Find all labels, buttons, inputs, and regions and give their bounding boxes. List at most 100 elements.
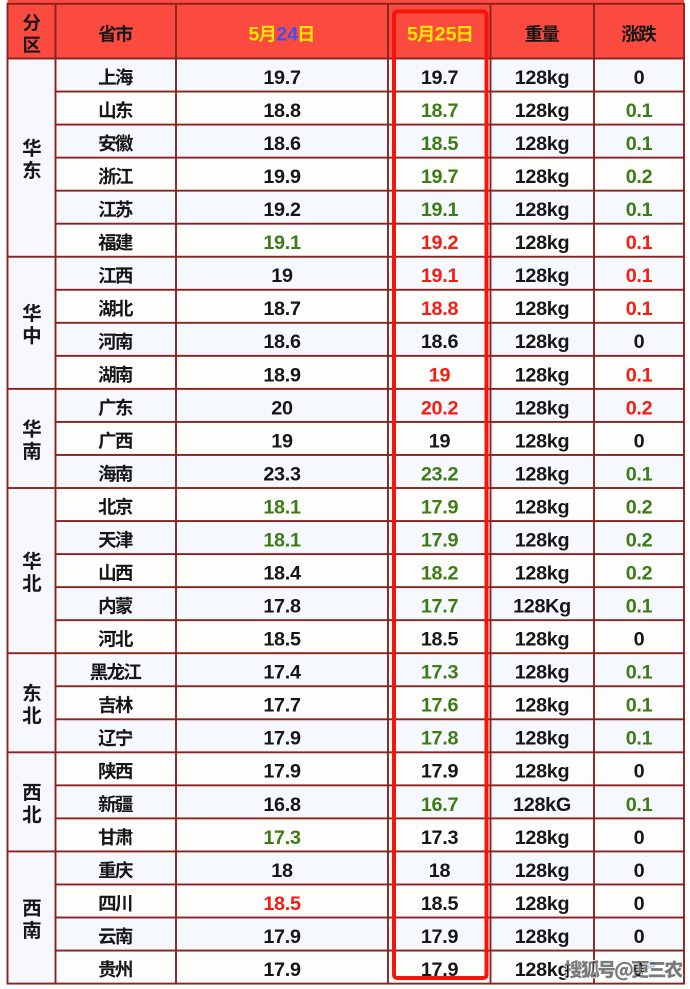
- svg-text:5: 5: [407, 24, 418, 46]
- svg-text:128kg: 128kg: [515, 562, 570, 584]
- svg-text:128kg: 128kg: [515, 199, 570, 221]
- svg-text:18.2: 18.2: [421, 562, 459, 584]
- svg-text:17.9: 17.9: [263, 926, 301, 948]
- svg-text:128kg: 128kg: [515, 893, 570, 915]
- svg-text:17.3: 17.3: [421, 662, 459, 684]
- svg-text:17.4: 17.4: [263, 662, 301, 684]
- svg-text:128kg: 128kg: [515, 265, 570, 287]
- svg-text:17.7: 17.7: [421, 596, 459, 618]
- svg-text:0.1: 0.1: [626, 199, 653, 221]
- svg-text:17.9: 17.9: [421, 496, 459, 518]
- svg-text:19.7: 19.7: [263, 67, 301, 89]
- svg-text:17.9: 17.9: [421, 926, 459, 948]
- svg-text:23.3: 23.3: [263, 463, 301, 485]
- svg-text:19.9: 19.9: [263, 166, 301, 188]
- svg-text:0.1: 0.1: [626, 364, 653, 386]
- svg-text:18.1: 18.1: [263, 529, 301, 551]
- svg-text:0.1: 0.1: [626, 232, 653, 254]
- svg-text:18.8: 18.8: [421, 298, 459, 320]
- svg-text:20.2: 20.2: [421, 397, 459, 419]
- svg-text:0.1: 0.1: [626, 463, 653, 485]
- svg-text:0.2: 0.2: [626, 529, 653, 551]
- svg-text:18.9: 18.9: [263, 364, 301, 386]
- svg-text:128kg: 128kg: [515, 662, 570, 684]
- svg-text:18.1: 18.1: [263, 496, 301, 518]
- svg-text:0.1: 0.1: [626, 695, 653, 717]
- svg-text:0.1: 0.1: [626, 298, 653, 320]
- svg-text:18: 18: [429, 860, 451, 882]
- svg-text:0.1: 0.1: [626, 100, 653, 122]
- svg-text:0: 0: [634, 827, 645, 849]
- svg-text:128kg: 128kg: [515, 364, 570, 386]
- svg-text:0: 0: [634, 67, 645, 89]
- svg-text:17.9: 17.9: [263, 959, 301, 981]
- svg-text:0: 0: [634, 893, 645, 915]
- svg-text:128kg: 128kg: [515, 827, 570, 849]
- svg-text:17.9: 17.9: [263, 728, 301, 750]
- svg-text:0: 0: [634, 860, 645, 882]
- svg-text:17.7: 17.7: [263, 695, 301, 717]
- svg-text:18.7: 18.7: [421, 100, 459, 122]
- svg-text:128kg: 128kg: [515, 926, 570, 948]
- svg-text:128Kg: 128Kg: [513, 596, 571, 618]
- svg-text:17.9: 17.9: [421, 761, 459, 783]
- svg-text:18.8: 18.8: [263, 100, 301, 122]
- svg-text:19: 19: [271, 265, 293, 287]
- svg-text:128kg: 128kg: [515, 100, 570, 122]
- svg-text:23.2: 23.2: [421, 463, 459, 485]
- svg-text:128kg: 128kg: [515, 298, 570, 320]
- svg-text:0.2: 0.2: [626, 166, 653, 188]
- svg-text:17.3: 17.3: [263, 827, 301, 849]
- svg-text:128kg: 128kg: [515, 397, 570, 419]
- svg-text:0: 0: [634, 331, 645, 353]
- svg-text:0.2: 0.2: [626, 397, 653, 419]
- svg-text:19.2: 19.2: [421, 232, 459, 254]
- svg-text:128kg: 128kg: [515, 331, 570, 353]
- svg-text:17.9: 17.9: [421, 959, 459, 981]
- svg-text:19.1: 19.1: [263, 232, 301, 254]
- svg-text:16.7: 16.7: [421, 794, 459, 816]
- svg-text:0.1: 0.1: [626, 728, 653, 750]
- svg-text:18.7: 18.7: [263, 298, 301, 320]
- svg-text:24: 24: [276, 24, 298, 46]
- svg-text:0: 0: [634, 430, 645, 452]
- svg-text:18: 18: [271, 860, 293, 882]
- svg-text:18.5: 18.5: [421, 133, 459, 155]
- svg-text:128kg: 128kg: [515, 166, 570, 188]
- svg-text:17.9: 17.9: [263, 761, 301, 783]
- svg-text:18.5: 18.5: [421, 629, 459, 651]
- svg-text:18.6: 18.6: [421, 331, 459, 353]
- svg-text:19: 19: [271, 430, 293, 452]
- svg-text:0.1: 0.1: [626, 662, 653, 684]
- svg-text:0.2: 0.2: [626, 496, 653, 518]
- svg-text:18.4: 18.4: [263, 562, 301, 584]
- svg-text:17.8: 17.8: [421, 728, 459, 750]
- svg-text:17.9: 17.9: [421, 529, 459, 551]
- svg-text:0: 0: [634, 629, 645, 651]
- svg-text:18.5: 18.5: [263, 629, 301, 651]
- svg-text:128kg: 128kg: [515, 133, 570, 155]
- svg-text:128kg: 128kg: [515, 232, 570, 254]
- svg-text:19: 19: [429, 430, 451, 452]
- svg-text:0.1: 0.1: [626, 794, 653, 816]
- svg-text:17.8: 17.8: [263, 596, 301, 618]
- svg-text:0: 0: [634, 761, 645, 783]
- svg-text:128kg: 128kg: [515, 860, 570, 882]
- svg-text:19.7: 19.7: [421, 166, 459, 188]
- svg-text:18.5: 18.5: [263, 893, 301, 915]
- svg-text:19.2: 19.2: [263, 199, 301, 221]
- svg-text:128kg: 128kg: [515, 430, 570, 452]
- svg-text:20: 20: [271, 397, 293, 419]
- svg-text:18.5: 18.5: [421, 893, 459, 915]
- svg-text:19: 19: [429, 364, 451, 386]
- svg-text:19.1: 19.1: [421, 265, 459, 287]
- svg-text:128kG: 128kG: [513, 794, 571, 816]
- svg-text:5: 5: [248, 24, 259, 46]
- svg-text:128kg: 128kg: [515, 695, 570, 717]
- svg-text:17.3: 17.3: [421, 827, 459, 849]
- svg-text:0.2: 0.2: [626, 562, 653, 584]
- svg-text:19.1: 19.1: [421, 199, 459, 221]
- svg-text:128kg: 128kg: [515, 629, 570, 651]
- svg-text:0: 0: [634, 926, 645, 948]
- svg-text:17.6: 17.6: [421, 695, 459, 717]
